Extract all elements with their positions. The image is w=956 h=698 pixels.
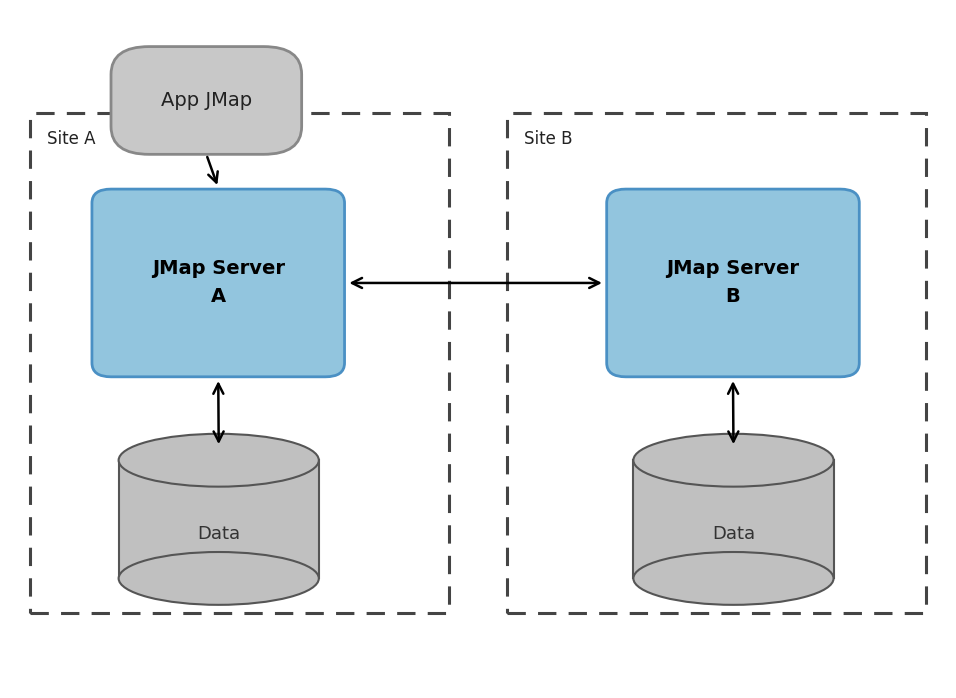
Ellipse shape (119, 552, 318, 605)
Text: Site A: Site A (47, 130, 96, 148)
Polygon shape (119, 460, 318, 579)
Text: Data: Data (197, 524, 240, 542)
Text: Site B: Site B (524, 130, 573, 148)
Ellipse shape (634, 434, 834, 487)
Text: App JMap: App JMap (161, 91, 251, 110)
FancyBboxPatch shape (111, 47, 302, 154)
Text: JMap Server
B: JMap Server B (666, 260, 799, 306)
FancyBboxPatch shape (92, 189, 344, 377)
Text: Data: Data (712, 524, 755, 542)
Ellipse shape (119, 434, 318, 487)
Text: JMap Server
A: JMap Server A (152, 260, 285, 306)
FancyBboxPatch shape (607, 189, 859, 377)
Ellipse shape (634, 552, 834, 605)
Polygon shape (634, 460, 834, 579)
